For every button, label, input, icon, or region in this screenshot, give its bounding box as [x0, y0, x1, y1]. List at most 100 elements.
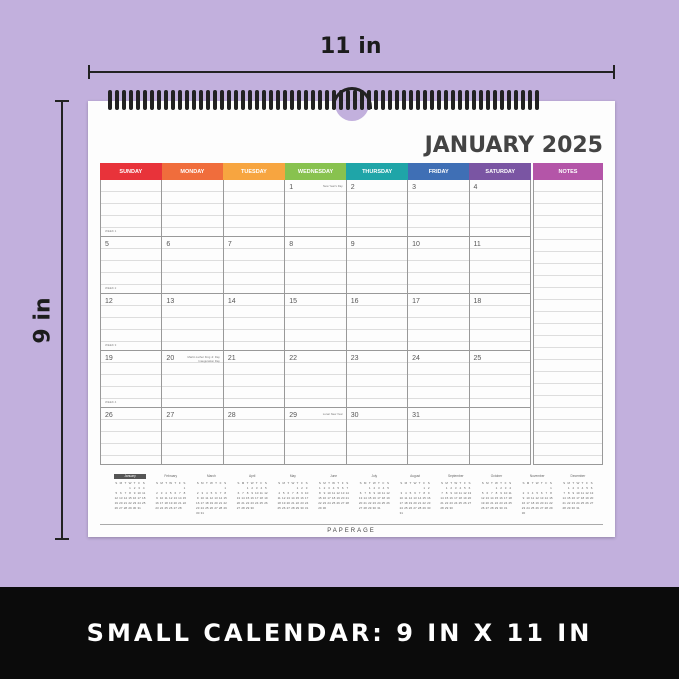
coil-loop	[283, 90, 287, 110]
mini-day: 9	[373, 491, 376, 495]
mini-day: 16	[250, 496, 254, 500]
mini-day: 30	[196, 511, 200, 515]
day-cell[interactable]: 23	[346, 351, 409, 407]
mini-day: 18	[404, 501, 408, 505]
mini-day: 3	[305, 486, 308, 490]
day-cell[interactable]	[469, 408, 531, 464]
coil-loop	[458, 90, 462, 110]
mini-day: 30	[372, 506, 376, 510]
day-cell[interactable]: 20 Martin Luther King Jr. Day Inauguratio…	[162, 351, 224, 407]
mini-weekday: T	[205, 481, 208, 485]
mini-weekday: F	[341, 481, 344, 485]
weekday-wednesday: WEDNESDAY	[284, 163, 347, 180]
day-number: 22	[289, 355, 298, 362]
day-cell[interactable]: 19 WEEK 4	[100, 351, 163, 407]
mini-weekday: M	[119, 481, 123, 485]
mini-day: 5	[337, 486, 339, 490]
day-cell[interactable]: 6	[162, 237, 224, 293]
mini-day: 20	[413, 501, 417, 505]
mini-weekday: T	[255, 481, 258, 485]
mini-day: 18	[277, 501, 281, 505]
mini-day: 13	[214, 496, 218, 500]
day-cell[interactable]	[223, 180, 286, 236]
mini-day: 22	[245, 501, 250, 505]
mini-day: 10	[137, 491, 141, 495]
day-cell[interactable]: 7	[223, 237, 286, 293]
day-cell[interactable]: 18	[469, 294, 531, 350]
day-cell[interactable]: 27	[162, 408, 224, 464]
day-cell[interactable]: 17	[408, 294, 470, 350]
mini-weekday: F	[586, 481, 588, 485]
day-cell[interactable]: 22	[285, 351, 347, 407]
mini-day: 28	[178, 506, 182, 510]
day-cell[interactable]: 9	[346, 237, 409, 293]
mini-day: 15	[444, 496, 449, 500]
mini-day: 22	[422, 501, 426, 505]
day-number: 15	[289, 298, 298, 305]
mini-day: 26	[585, 501, 589, 505]
day-cell[interactable]: WEEK 1	[100, 180, 163, 236]
day-cell[interactable]: 30	[346, 408, 409, 464]
mini-month: September S M T W T F S 1 2 3 4 5 6 7 8 9 10 11 12 13 14 15 16 1…	[440, 474, 472, 515]
mini-day: 22	[444, 501, 449, 505]
day-cell[interactable]: 4	[469, 180, 531, 236]
mini-day: 1	[224, 486, 226, 490]
day-cell[interactable]: 2	[346, 180, 409, 236]
coil-loop	[115, 90, 119, 110]
day-cell[interactable]: 28	[223, 408, 286, 464]
mini-weekday: S	[318, 481, 321, 485]
mini-day: 9	[427, 491, 430, 495]
mini-day: 21	[178, 501, 182, 505]
mini-weekday: W	[535, 481, 539, 485]
mini-weekday: T	[572, 481, 575, 485]
mini-day: 25	[142, 501, 146, 505]
mini-day: 15	[295, 496, 300, 500]
day-cell[interactable]: 31	[408, 408, 470, 464]
mini-day: 2	[323, 486, 326, 490]
mini-day: 21	[417, 501, 422, 505]
mini-day: 29	[318, 506, 322, 510]
mini-day: 1	[423, 486, 425, 490]
mini-day: 16	[372, 496, 376, 500]
mini-day: 8	[296, 491, 299, 495]
day-cell[interactable]: 25	[469, 351, 531, 407]
mini-weekday: S	[522, 481, 525, 485]
mini-day: 27	[173, 506, 177, 510]
mini-day: 12	[169, 496, 173, 500]
day-cell[interactable]: 1 New Year's Day	[285, 180, 347, 236]
day-number: 27	[166, 412, 175, 419]
day-cell[interactable]: 12 WEEK 3	[100, 294, 163, 350]
day-cell[interactable]	[162, 180, 224, 236]
day-cell[interactable]: 16	[346, 294, 409, 350]
day-cell[interactable]: 15	[285, 294, 347, 350]
mini-day: 26	[535, 506, 539, 510]
mini-weekday: S	[481, 481, 484, 485]
day-cell[interactable]: 5 WEEK 2	[100, 237, 163, 293]
day-cell[interactable]: 11	[469, 237, 531, 293]
mini-day: 26	[408, 506, 413, 510]
mini-day: 8	[319, 491, 321, 495]
mini-day: 16	[427, 496, 431, 500]
day-cell[interactable]: 21	[223, 351, 286, 407]
mini-day: 27	[467, 501, 472, 505]
day-cell[interactable]: 29 Lunar New Year	[285, 408, 347, 464]
day-cell[interactable]: 8	[285, 237, 347, 293]
mini-day: 29	[422, 506, 426, 510]
mini-day: 21	[241, 501, 245, 505]
day-cell[interactable]: 3	[408, 180, 470, 236]
day-number: 16	[350, 298, 359, 305]
mini-month-name: April	[248, 474, 256, 478]
day-cell[interactable]: 14	[223, 294, 286, 350]
coil-loop	[437, 90, 441, 110]
day-cell[interactable]: 26	[100, 408, 163, 464]
mini-day: 12	[264, 491, 268, 495]
day-cell[interactable]: 24	[408, 351, 470, 407]
mini-month-name: May	[289, 474, 296, 478]
mini-day: 25	[164, 506, 168, 510]
mini-day: 21	[363, 501, 367, 505]
day-cell[interactable]: 13	[162, 294, 224, 350]
mini-weekday: S	[142, 481, 145, 485]
mini-weekday: T	[531, 481, 534, 485]
day-cell[interactable]: 10	[408, 237, 470, 293]
mini-day: 20	[173, 501, 177, 505]
